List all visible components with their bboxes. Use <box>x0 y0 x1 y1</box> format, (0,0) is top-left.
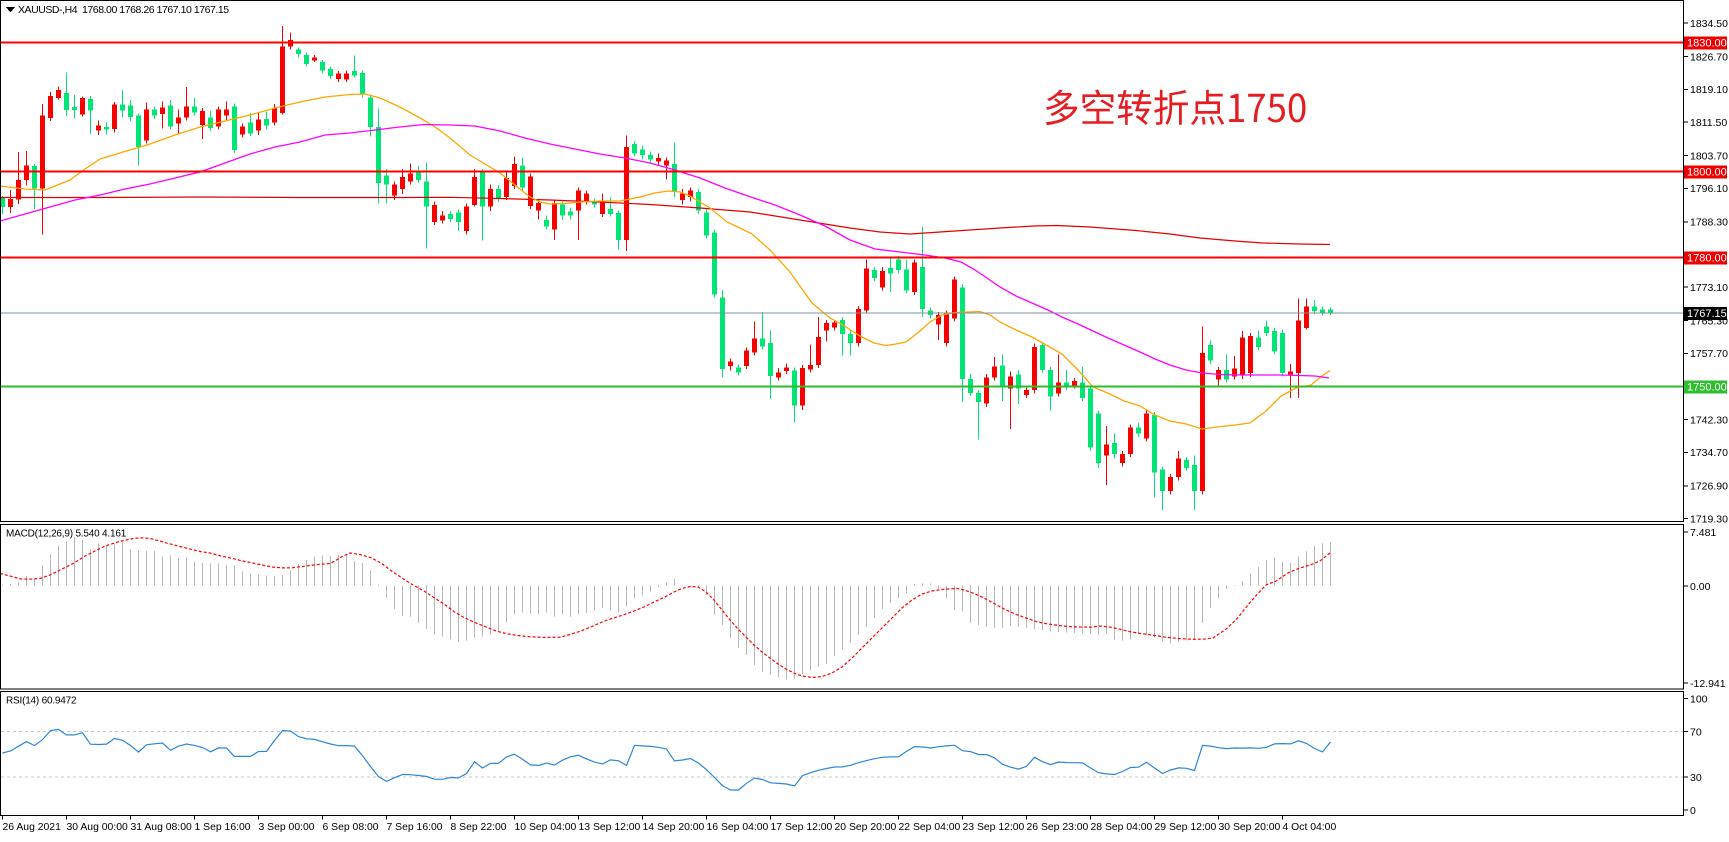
svg-text:13 Sep 12:00: 13 Sep 12:00 <box>579 822 641 833</box>
svg-text:1803.70: 1803.70 <box>1690 150 1728 162</box>
svg-text:1819.10: 1819.10 <box>1690 84 1728 96</box>
svg-text:26 Sep 23:00: 26 Sep 23:00 <box>1027 822 1089 833</box>
svg-text:23 Sep 12:00: 23 Sep 12:00 <box>963 822 1025 833</box>
svg-text:10 Sep 04:00: 10 Sep 04:00 <box>515 822 577 833</box>
svg-text:1767.15: 1767.15 <box>1687 308 1727 320</box>
svg-text:1796.10: 1796.10 <box>1690 183 1728 195</box>
svg-text:1811.50: 1811.50 <box>1690 117 1727 129</box>
svg-text:70: 70 <box>1690 726 1702 738</box>
svg-text:28 Sep 04:00: 28 Sep 04:00 <box>1091 822 1153 833</box>
svg-text:1773.10: 1773.10 <box>1690 282 1728 294</box>
svg-text:1757.70: 1757.70 <box>1690 348 1728 360</box>
svg-text:1726.90: 1726.90 <box>1690 481 1728 493</box>
svg-text:1780.00: 1780.00 <box>1687 253 1727 265</box>
svg-text:1788.30: 1788.30 <box>1690 217 1728 229</box>
svg-text:4 Oct 04:00: 4 Oct 04:00 <box>1283 822 1337 833</box>
svg-text:1800.00: 1800.00 <box>1687 167 1727 179</box>
svg-text:26 Aug 2021: 26 Aug 2021 <box>3 822 62 833</box>
svg-text:100: 100 <box>1690 693 1708 705</box>
svg-text:6 Sep 08:00: 6 Sep 08:00 <box>323 822 379 833</box>
svg-text:1750.00: 1750.00 <box>1687 382 1727 394</box>
svg-text:14 Sep 20:00: 14 Sep 20:00 <box>643 822 705 833</box>
svg-text:20 Sep 20:00: 20 Sep 20:00 <box>835 822 897 833</box>
svg-text:1719.30: 1719.30 <box>1690 513 1728 525</box>
svg-text:22 Sep 04:00: 22 Sep 04:00 <box>899 822 961 833</box>
svg-text:29 Sep 12:00: 29 Sep 12:00 <box>1155 822 1217 833</box>
svg-text:1830.00: 1830.00 <box>1687 38 1727 50</box>
svg-text:MACD(12,26,9) 5.540 4.161: MACD(12,26,9) 5.540 4.161 <box>6 529 127 540</box>
svg-text:30 Aug 00:00: 30 Aug 00:00 <box>67 822 128 833</box>
svg-text:RSI(14) 60.9472: RSI(14) 60.9472 <box>6 696 77 707</box>
svg-text:1 Sep 16:00: 1 Sep 16:00 <box>195 822 251 833</box>
svg-text:7.481: 7.481 <box>1690 527 1716 539</box>
svg-text:8 Sep 22:00: 8 Sep 22:00 <box>451 822 507 833</box>
svg-text:30: 30 <box>1690 772 1702 784</box>
svg-text:1742.30: 1742.30 <box>1690 414 1728 426</box>
svg-text:7 Sep 16:00: 7 Sep 16:00 <box>387 822 443 833</box>
svg-text:1834.50: 1834.50 <box>1690 18 1728 30</box>
svg-text:-12.941: -12.941 <box>1690 678 1726 690</box>
svg-text:30 Sep 20:00: 30 Sep 20:00 <box>1219 822 1281 833</box>
svg-text:31 Aug 08:00: 31 Aug 08:00 <box>131 822 192 833</box>
svg-text:17 Sep 12:00: 17 Sep 12:00 <box>771 822 833 833</box>
svg-text:1826.70: 1826.70 <box>1690 51 1728 63</box>
svg-text:XAUUSD-,H4 1768.00 1768.26 17: XAUUSD-,H4 1768.00 1768.26 1767.10 1767.… <box>18 4 229 16</box>
svg-text:16 Sep 04:00: 16 Sep 04:00 <box>707 822 769 833</box>
svg-text:1734.70: 1734.70 <box>1690 447 1728 459</box>
svg-text:3 Sep 00:00: 3 Sep 00:00 <box>259 822 315 833</box>
svg-text:0.00: 0.00 <box>1690 581 1711 593</box>
svg-text:0: 0 <box>1690 805 1696 817</box>
